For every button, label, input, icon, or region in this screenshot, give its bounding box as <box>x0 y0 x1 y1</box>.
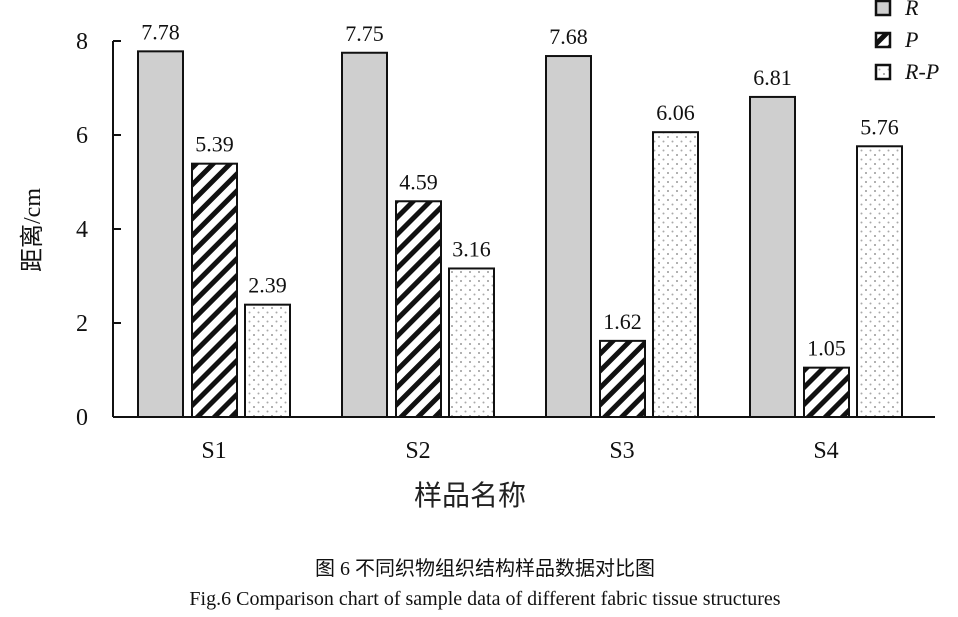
data-label: 5.39 <box>195 132 234 157</box>
data-label: 7.75 <box>345 21 384 46</box>
data-label: 2.39 <box>248 273 287 298</box>
legend-swatch-r <box>874 0 892 17</box>
y-tick-label: 8 <box>76 29 88 55</box>
y-tick-label: 2 <box>76 311 88 337</box>
data-label: 6.06 <box>656 100 695 125</box>
caption-cn: 图 6 不同织物组织结构样品数据对比图 <box>315 557 655 580</box>
legend-label: R <box>904 0 919 20</box>
bar-s4-r <box>749 95 796 419</box>
bar-s1-r-p <box>244 303 291 419</box>
y-tick-label: 4 <box>76 217 88 243</box>
legend-label: P <box>904 27 918 52</box>
data-label: 7.78 <box>141 19 180 44</box>
data-label: 5.76 <box>860 114 899 139</box>
y-axis-label: 距离/cm <box>19 188 46 272</box>
y-tick-label: 6 <box>76 123 88 149</box>
data-label: 1.05 <box>807 336 846 361</box>
data-label: 4.59 <box>399 169 438 194</box>
bar-s3-p <box>599 339 646 418</box>
bar-s2-r <box>341 51 388 418</box>
bar-s3-r <box>545 55 592 418</box>
x-tick-label: S2 <box>405 438 430 464</box>
bar-s4-p <box>803 366 850 418</box>
data-label: 3.16 <box>452 236 491 261</box>
x-axis-label: 样品名称 <box>414 480 526 512</box>
x-tick-label: S3 <box>609 438 634 464</box>
data-label: 6.81 <box>753 65 792 90</box>
legend-swatch-r-p <box>874 63 892 81</box>
y-tick-label: 0 <box>76 405 88 431</box>
legend-swatch-p <box>874 31 892 49</box>
bar-s2-r-p <box>448 267 495 419</box>
data-label: 1.62 <box>603 309 642 334</box>
bar-s1-r <box>137 50 184 419</box>
x-tick-label: S4 <box>813 438 838 464</box>
x-tick-label: S1 <box>201 438 226 464</box>
bar-s1-p <box>191 162 238 418</box>
bar-s3-r-p <box>652 131 699 418</box>
bar-s2-p <box>395 200 442 418</box>
caption-en: Fig.6 Comparison chart of sample data of… <box>189 588 780 610</box>
bar-s4-r-p <box>856 145 903 418</box>
legend: RP R-P <box>874 0 939 84</box>
data-label: 7.68 <box>549 24 588 49</box>
legend-label: R-P <box>904 59 939 84</box>
